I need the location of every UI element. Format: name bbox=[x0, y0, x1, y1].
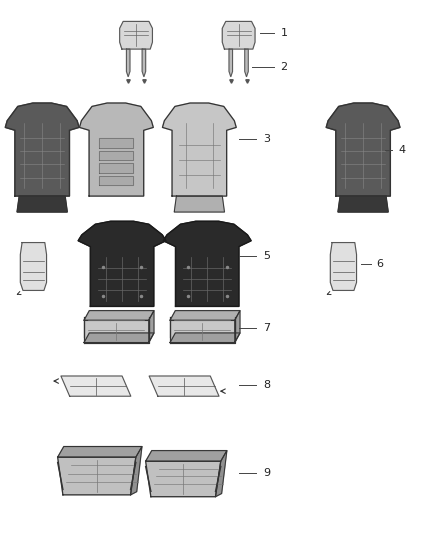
Text: 8: 8 bbox=[263, 379, 270, 390]
Polygon shape bbox=[17, 196, 67, 212]
Polygon shape bbox=[84, 311, 154, 320]
Text: 9: 9 bbox=[263, 468, 270, 478]
Text: 1: 1 bbox=[281, 28, 288, 38]
Polygon shape bbox=[120, 21, 152, 49]
Polygon shape bbox=[78, 221, 166, 306]
Polygon shape bbox=[330, 243, 357, 290]
Polygon shape bbox=[222, 21, 255, 49]
Polygon shape bbox=[215, 450, 227, 497]
Text: 2: 2 bbox=[281, 62, 288, 72]
Polygon shape bbox=[170, 333, 240, 343]
Polygon shape bbox=[149, 376, 219, 396]
Polygon shape bbox=[80, 103, 153, 196]
Polygon shape bbox=[229, 49, 233, 77]
Polygon shape bbox=[146, 461, 221, 497]
Polygon shape bbox=[58, 457, 136, 495]
Polygon shape bbox=[99, 138, 133, 148]
Polygon shape bbox=[174, 196, 224, 212]
Polygon shape bbox=[84, 333, 154, 343]
Polygon shape bbox=[99, 151, 133, 160]
Polygon shape bbox=[61, 376, 131, 396]
Polygon shape bbox=[170, 311, 240, 320]
Polygon shape bbox=[5, 103, 79, 196]
Polygon shape bbox=[20, 243, 46, 290]
Polygon shape bbox=[142, 49, 146, 77]
Polygon shape bbox=[149, 311, 154, 343]
Polygon shape bbox=[99, 163, 133, 173]
Polygon shape bbox=[84, 320, 149, 343]
Polygon shape bbox=[170, 320, 235, 343]
Polygon shape bbox=[235, 311, 240, 343]
Polygon shape bbox=[127, 49, 130, 77]
Text: 3: 3 bbox=[263, 134, 270, 144]
Polygon shape bbox=[245, 49, 248, 77]
Polygon shape bbox=[162, 103, 236, 196]
Polygon shape bbox=[338, 196, 388, 212]
Text: 4: 4 bbox=[399, 144, 406, 155]
Polygon shape bbox=[99, 176, 133, 185]
Polygon shape bbox=[146, 450, 227, 461]
Polygon shape bbox=[58, 447, 142, 457]
Text: 6: 6 bbox=[377, 259, 384, 269]
Text: 7: 7 bbox=[263, 322, 270, 333]
Polygon shape bbox=[326, 103, 400, 196]
Text: 5: 5 bbox=[263, 251, 270, 261]
Polygon shape bbox=[163, 221, 251, 306]
Polygon shape bbox=[131, 447, 142, 495]
